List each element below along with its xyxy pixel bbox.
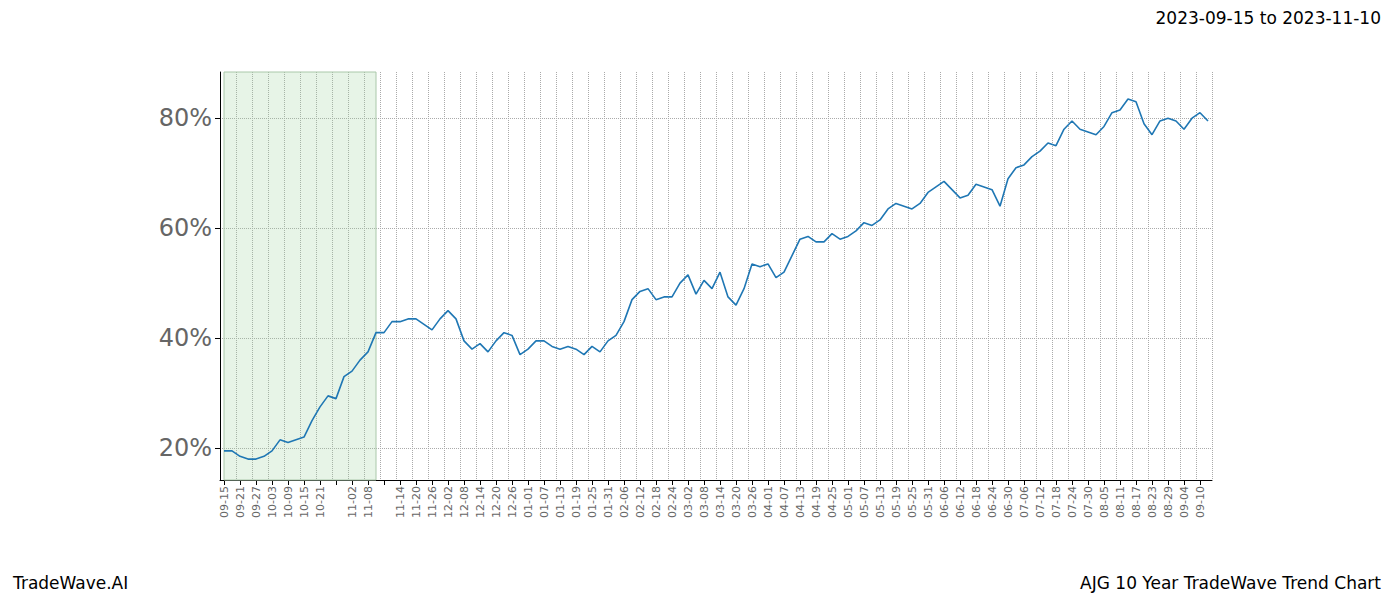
svg-text:04-19: 04-19 [810,486,823,518]
svg-text:12-02: 12-02 [442,486,455,518]
svg-text:12-14: 12-14 [474,486,487,518]
svg-text:09-27: 09-27 [250,486,263,518]
svg-text:AJG 10 Year TradeWave Trend Ch: AJG 10 Year TradeWave Trend Chart [1080,573,1381,593]
svg-text:07-24: 07-24 [1066,486,1079,518]
svg-text:05-25: 05-25 [906,486,919,518]
svg-text:07-30: 07-30 [1082,486,1095,518]
svg-text:01-31: 01-31 [602,486,615,518]
svg-text:02-12: 02-12 [634,486,647,518]
svg-text:09-21: 09-21 [234,486,247,518]
svg-text:06-12: 06-12 [954,486,967,518]
svg-text:08-29: 08-29 [1162,486,1175,518]
svg-text:06-18: 06-18 [970,486,983,518]
svg-text:11-20: 11-20 [410,486,423,518]
svg-text:05-31: 05-31 [922,486,935,518]
svg-text:80%: 80% [159,104,212,132]
svg-text:03-08: 03-08 [698,486,711,518]
svg-text:08-17: 08-17 [1130,486,1143,518]
svg-text:03-02: 03-02 [682,486,695,518]
svg-text:11-02: 11-02 [346,486,359,518]
svg-text:03-14: 03-14 [714,486,727,518]
svg-text:06-30: 06-30 [1002,486,1015,518]
svg-text:04-25: 04-25 [826,486,839,518]
svg-text:03-20: 03-20 [730,486,743,518]
svg-text:10-21: 10-21 [314,486,327,518]
svg-text:07-06: 07-06 [1018,486,1031,518]
svg-text:04-13: 04-13 [794,486,807,518]
svg-text:08-11: 08-11 [1114,486,1127,518]
svg-text:06-24: 06-24 [986,486,999,518]
svg-text:10-15: 10-15 [298,486,311,518]
svg-text:12-26: 12-26 [506,486,519,518]
svg-text:04-07: 04-07 [778,486,791,518]
svg-text:06-06: 06-06 [938,486,951,518]
svg-text:01-01: 01-01 [522,486,535,518]
svg-text:05-07: 05-07 [858,486,871,518]
svg-text:10-03: 10-03 [266,486,279,518]
svg-text:09-10: 09-10 [1194,486,1207,518]
svg-text:02-18: 02-18 [650,486,663,518]
svg-text:05-19: 05-19 [890,486,903,518]
svg-text:05-01: 05-01 [842,486,855,518]
svg-text:09-15: 09-15 [218,486,231,518]
svg-text:08-23: 08-23 [1146,486,1159,518]
svg-text:60%: 60% [159,214,212,242]
svg-text:10-09: 10-09 [282,486,295,518]
svg-text:11-08: 11-08 [362,486,375,518]
svg-text:03-26: 03-26 [746,486,759,518]
svg-text:08-05: 08-05 [1098,486,1111,518]
svg-text:01-07: 01-07 [538,486,551,518]
svg-text:40%: 40% [159,324,212,352]
svg-text:11-14: 11-14 [394,486,407,518]
svg-text:TradeWave.AI: TradeWave.AI [12,573,128,593]
svg-text:05-13: 05-13 [874,486,887,518]
svg-text:02-24: 02-24 [666,486,679,518]
svg-text:20%: 20% [159,434,212,462]
svg-text:01-25: 01-25 [586,486,599,518]
svg-text:04-01: 04-01 [762,486,775,518]
svg-text:02-06: 02-06 [618,486,631,518]
svg-text:09-04: 09-04 [1178,486,1191,518]
svg-text:07-12: 07-12 [1034,486,1047,518]
svg-text:12-08: 12-08 [458,486,471,518]
svg-text:12-20: 12-20 [490,486,503,518]
svg-text:01-13: 01-13 [554,486,567,518]
svg-text:01-19: 01-19 [570,486,583,518]
svg-text:11-26: 11-26 [426,486,439,518]
svg-text:07-18: 07-18 [1050,486,1063,518]
svg-text:2023-09-15 to 2023-11-10: 2023-09-15 to 2023-11-10 [1156,8,1381,28]
